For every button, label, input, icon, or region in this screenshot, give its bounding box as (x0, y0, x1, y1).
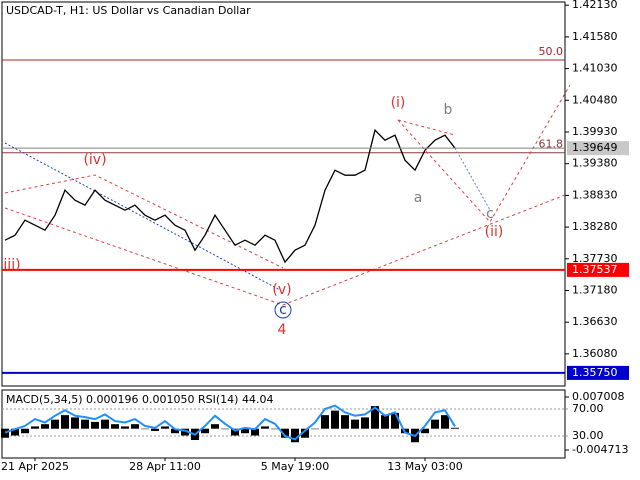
y-tick-label: 1.41030 (572, 62, 618, 75)
macd-bar (141, 428, 149, 430)
macd-bar (81, 419, 89, 429)
macd-bar (451, 427, 459, 429)
y-tick-label: 1.36630 (572, 315, 618, 328)
macd-bar (391, 412, 399, 429)
macd-bar (131, 424, 139, 429)
y-tick-label: 1.39930 (572, 125, 618, 138)
macd-bar (161, 426, 169, 429)
rsi-tick-label: 70.00 (572, 402, 604, 415)
y-tick-label: 1.42130 (572, 0, 618, 11)
macd-bar (301, 428, 309, 438)
macd-bar (11, 428, 19, 436)
level-box (567, 365, 629, 380)
macd-tick-label: -0.004713 (572, 443, 628, 456)
y-tick-label: 1.38830 (572, 188, 618, 201)
macd-bar (1, 428, 9, 438)
macd-bar (421, 428, 429, 434)
wave-label: a (414, 190, 423, 206)
wave-label: (iv) (83, 152, 106, 168)
macd-bar (111, 424, 119, 429)
macd-bar (291, 428, 299, 443)
macd-bar (41, 424, 49, 429)
macd-bar (231, 428, 239, 436)
macd-bar (251, 428, 259, 436)
price-line (4, 128, 456, 264)
level-label: 1.39649 (572, 141, 618, 154)
y-tick-label: 1.38280 (572, 220, 618, 233)
rsi-tick-label: 30.00 (572, 429, 604, 442)
wave-label: c (279, 302, 287, 318)
y-tick-label: 1.37180 (572, 283, 618, 296)
macd-bar (241, 428, 249, 434)
macd-bar (71, 417, 79, 429)
x-tick-label: 21 Apr 2025 (1, 460, 69, 473)
macd-bar (261, 426, 269, 429)
wave-label: b (444, 102, 453, 118)
macd-bar (21, 428, 29, 434)
macd-bar (121, 426, 129, 429)
macd-bar (431, 419, 439, 429)
main-frame (1, 1, 566, 387)
wave-label: 4 (278, 322, 287, 338)
macd-bar (281, 428, 289, 438)
macd-bar (201, 428, 209, 434)
wave-label: (i) (391, 95, 406, 111)
macd-bar (61, 415, 69, 429)
level-box (567, 141, 629, 156)
macd-tick-label: 0.007008 (572, 390, 625, 403)
fib-label: 50.0 (539, 45, 564, 58)
wave-line (4, 174, 284, 269)
rsi-line (4, 404, 456, 441)
macd-bar (311, 428, 319, 430)
x-tick-label: 13 May 03:00 (387, 460, 462, 473)
wave-line (397, 119, 456, 136)
macd-bar (151, 428, 159, 431)
macd-bar (321, 415, 329, 429)
macd-bar (101, 419, 109, 429)
wave-circle (274, 301, 292, 319)
wave-line (282, 194, 566, 306)
macd-bar (211, 424, 219, 429)
wave-label: (ii) (485, 224, 504, 240)
level-label: 1.37537 (572, 263, 618, 276)
macd-bar (351, 419, 359, 429)
fib-label: 61.8 (539, 138, 564, 151)
x-tick-label: 5 May 19:00 (261, 460, 329, 473)
y-tick-label: 1.41580 (572, 30, 618, 43)
macd-bar (341, 415, 349, 429)
macd-bar (171, 428, 179, 434)
indicator-title: MACD(5,34,5) 0.000196 0.001050 RSI(14) 4… (6, 393, 273, 406)
wave-line (4, 207, 284, 306)
macd-bar (331, 410, 339, 429)
chart-title: USDCAD-T, H1: US Dollar vs Canadian Doll… (6, 4, 251, 17)
macd-bar (91, 421, 99, 429)
macd-bar (181, 428, 189, 436)
macd-bar (31, 426, 39, 429)
macd-bar (221, 428, 229, 430)
level-label: 1.35750 (572, 366, 618, 379)
macd-bar (441, 415, 449, 429)
wave-label: c (486, 206, 494, 222)
wave-label: iii) (3, 257, 20, 273)
y-tick-label: 1.40480 (572, 93, 618, 106)
indicator-frame (1, 389, 566, 459)
x-tick-label: 28 Apr 11:00 (129, 460, 201, 473)
y-tick-label: 1.36080 (572, 347, 618, 360)
y-tick-label: 1.37730 (572, 252, 618, 265)
macd-bar (271, 428, 279, 430)
y-tick-label: 1.39380 (572, 157, 618, 170)
wave-label: (v) (272, 282, 291, 298)
level-box (567, 262, 629, 277)
macd-bar (51, 419, 59, 429)
macd-bar (361, 417, 369, 429)
macd-bar (371, 406, 379, 429)
macd-bar (381, 415, 389, 429)
